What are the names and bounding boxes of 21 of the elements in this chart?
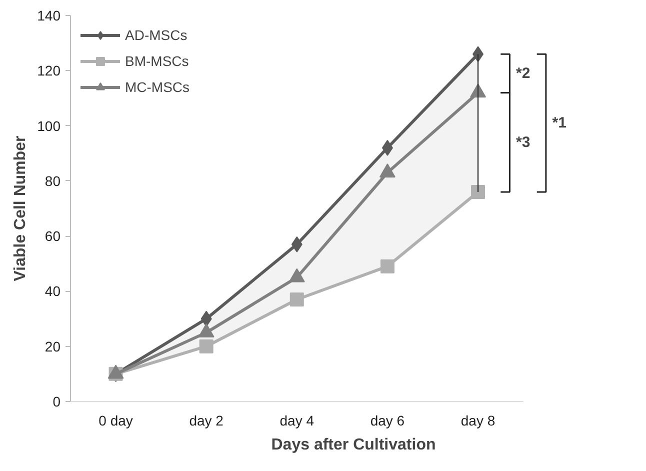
text: *1 (552, 114, 566, 132)
legend-label: BM-MSCs (125, 53, 189, 69)
annotation: *2 (516, 64, 530, 82)
y-tick-label: 100 (37, 118, 61, 134)
x-axis-title: Days after Cultivation (271, 436, 436, 454)
x-tick-label: day 4 (280, 412, 314, 428)
y-tick-label: 20 (44, 338, 61, 354)
x-tick-label: 0 day (98, 412, 133, 428)
x-tick-label: day 2 (189, 412, 224, 428)
y-tick-label: 80 (44, 172, 61, 189)
y-tick-label: 60 (44, 228, 61, 244)
y-tick-label: 40 (44, 283, 61, 300)
y-tick-label: 0 (52, 394, 61, 410)
y-axis-title: Viable Cell Number (12, 136, 30, 282)
x-tick-label: day 8 (460, 412, 496, 428)
y-tick-label: 140 (37, 8, 61, 24)
annotation: *3 (516, 134, 530, 151)
legend-label: AD-MSCs (125, 27, 188, 43)
x-tick-label: day 6 (370, 412, 405, 428)
y-tick-label: 120 (37, 62, 61, 79)
legend-label: MC-MSCs (125, 79, 190, 95)
